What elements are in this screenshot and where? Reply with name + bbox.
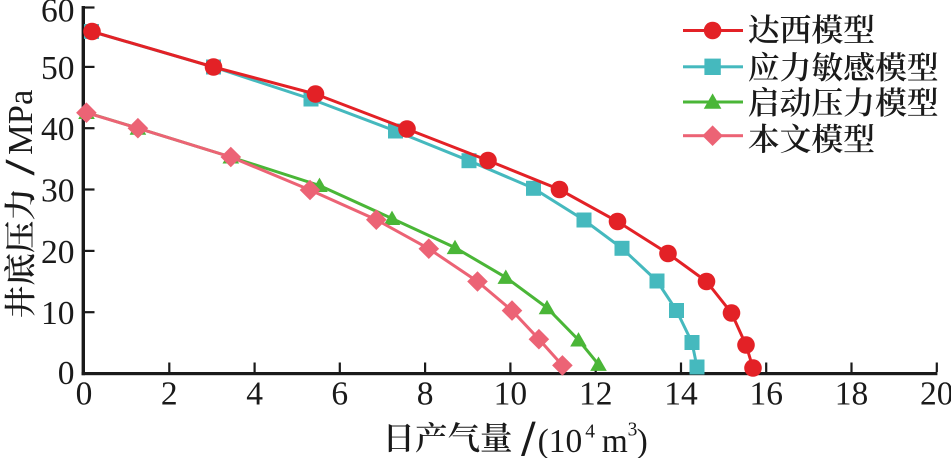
svg-text:4: 4 <box>585 422 595 443</box>
svg-text:60: 60 <box>41 0 75 30</box>
svg-text:18: 18 <box>835 376 869 413</box>
svg-text:12: 12 <box>579 376 613 413</box>
svg-text:10: 10 <box>41 295 75 332</box>
svg-text:m: m <box>602 423 628 458</box>
svg-text:20: 20 <box>41 234 75 271</box>
svg-text:14: 14 <box>664 376 698 413</box>
svg-text:3: 3 <box>628 420 638 441</box>
svg-text:MPa: MPa <box>2 90 40 155</box>
svg-text:6: 6 <box>331 376 348 413</box>
svg-text:2: 2 <box>161 376 178 413</box>
svg-text:8: 8 <box>417 376 434 413</box>
svg-text:16: 16 <box>749 376 783 413</box>
svg-text:30: 30 <box>41 173 75 210</box>
svg-text:0: 0 <box>76 376 93 413</box>
svg-text:40: 40 <box>41 111 75 148</box>
svg-text:10: 10 <box>494 376 528 413</box>
svg-text:4: 4 <box>246 376 263 413</box>
svg-text:50: 50 <box>41 50 75 87</box>
svg-text:): ) <box>637 423 648 458</box>
svg-text:0: 0 <box>58 355 75 392</box>
svg-text:20: 20 <box>920 376 951 413</box>
svg-text:(10: (10 <box>538 423 583 458</box>
